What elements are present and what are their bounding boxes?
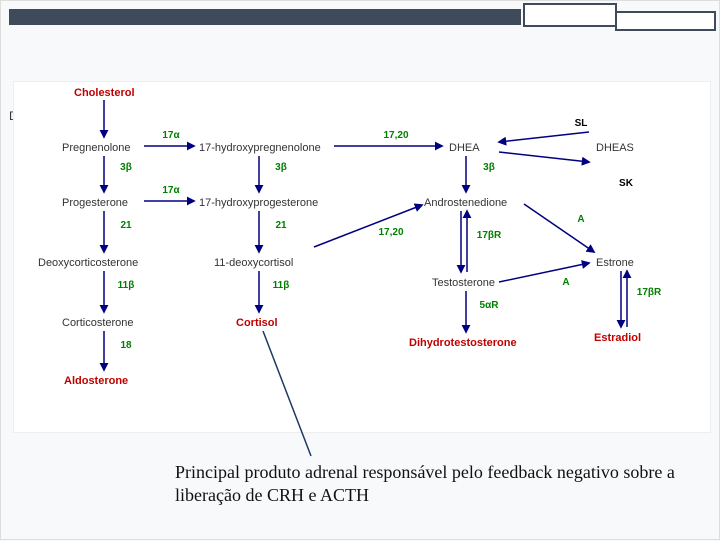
caption-text: Principal produto adrenal responsável pe… (175, 461, 675, 506)
pointer-line-cortisol (1, 1, 720, 541)
